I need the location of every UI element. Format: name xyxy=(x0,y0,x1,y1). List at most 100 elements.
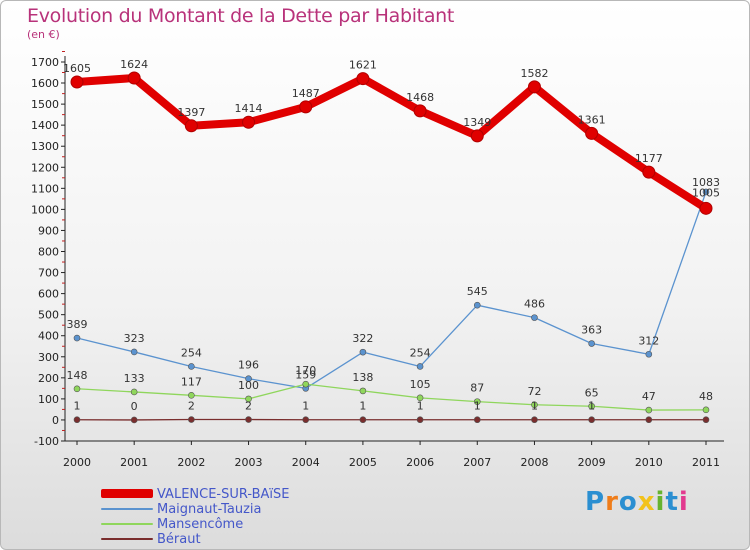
legend-item-beraut: Béraut xyxy=(101,532,361,548)
data-point xyxy=(473,301,481,309)
data-label: 322 xyxy=(352,332,373,345)
data-labels: 1605 1624 1397 1414 1487 1621 1468 1349 1582 1361… xyxy=(63,58,720,413)
data-label: 100 xyxy=(238,379,259,392)
data-label: 2 xyxy=(188,400,195,413)
y-tick-label: 1500 xyxy=(31,98,59,111)
data-point xyxy=(73,334,81,342)
data-label: 323 xyxy=(124,332,145,345)
data-label: 148 xyxy=(67,369,88,382)
data-point xyxy=(245,395,252,403)
logo-letter: o xyxy=(618,487,638,517)
x-tick-label: 2006 xyxy=(406,456,434,469)
y-tick-label: 100 xyxy=(38,393,59,406)
data-point xyxy=(188,416,195,423)
data-label: 1 xyxy=(531,400,538,413)
legend-item-maignaut: Maignaut-Tauzia xyxy=(101,502,361,518)
data-label: 1 xyxy=(359,400,366,413)
data-label: 1468 xyxy=(406,91,434,104)
data-point xyxy=(70,75,84,89)
legend-label: Mansencôme xyxy=(157,517,244,532)
data-point xyxy=(130,348,138,356)
logo-letter: i xyxy=(678,487,689,517)
data-point xyxy=(473,416,481,424)
data-label: 48 xyxy=(699,390,713,403)
data-label: 196 xyxy=(238,359,259,372)
y-tick-label: 500 xyxy=(38,309,59,322)
data-point xyxy=(585,126,599,140)
data-point xyxy=(702,416,710,424)
logo-letter: x xyxy=(637,487,656,517)
data-point xyxy=(359,387,367,395)
y-tick-label: 1600 xyxy=(31,77,59,90)
data-label: 1621 xyxy=(349,59,377,72)
y-tick-label: 1300 xyxy=(31,140,59,153)
data-label: 1 xyxy=(302,400,309,413)
data-label: 545 xyxy=(467,285,488,298)
data-point xyxy=(359,348,367,356)
data-label: 105 xyxy=(410,378,431,391)
data-point xyxy=(645,350,653,358)
legend-swatch xyxy=(101,508,153,510)
x-tick-label: 2009 xyxy=(578,456,606,469)
x-tick-label: 2008 xyxy=(520,456,548,469)
data-label: 1005 xyxy=(692,186,720,199)
data-label: 254 xyxy=(410,346,431,359)
data-label: 312 xyxy=(638,334,659,347)
y-tick-label: 1400 xyxy=(31,119,59,132)
data-label: 170 xyxy=(295,364,316,377)
data-label: 65 xyxy=(585,386,599,399)
data-label: 389 xyxy=(67,318,88,331)
y-tick-label: 300 xyxy=(38,351,59,364)
x-tick-label: 2001 xyxy=(120,456,148,469)
data-point xyxy=(127,71,141,85)
data-point xyxy=(413,104,427,118)
legend-swatch xyxy=(101,523,153,525)
logo-letter: i xyxy=(655,487,666,517)
data-label: 1 xyxy=(474,400,481,413)
data-label: 1083 xyxy=(692,176,720,189)
data-point xyxy=(356,72,370,86)
data-point xyxy=(702,406,710,414)
data-point xyxy=(645,406,653,414)
data-label: 1605 xyxy=(63,62,91,75)
x-tick-label: 2003 xyxy=(235,456,263,469)
data-point xyxy=(416,416,424,424)
y-tick-label: 1000 xyxy=(31,203,59,216)
series-layer xyxy=(70,71,713,424)
legend-label: Maignaut-Tauzia xyxy=(157,502,262,517)
data-point xyxy=(588,416,595,424)
data-label: 1582 xyxy=(520,67,548,80)
data-point xyxy=(645,416,653,424)
data-point xyxy=(527,80,541,94)
data-label: 1177 xyxy=(635,152,663,165)
data-label: 1414 xyxy=(235,102,263,115)
data-point xyxy=(299,100,313,114)
data-label: 363 xyxy=(581,324,602,337)
data-label: 254 xyxy=(181,346,202,359)
x-tick-label: 2002 xyxy=(177,456,205,469)
y-tick-label: 600 xyxy=(38,288,59,301)
data-point xyxy=(416,394,424,402)
data-point xyxy=(188,392,195,399)
data-label: 72 xyxy=(527,385,541,398)
data-point xyxy=(470,129,484,143)
data-point xyxy=(245,375,252,382)
logo-letter: P xyxy=(585,487,606,517)
data-label: 1349 xyxy=(463,116,491,129)
data-point xyxy=(302,380,310,388)
legend: VALENCE-SUR-BAïSE Maignaut-Tauzia Mansen… xyxy=(101,487,361,548)
y-tick-label: 400 xyxy=(38,330,59,343)
data-label: 47 xyxy=(642,390,656,403)
data-point xyxy=(73,385,81,393)
data-point xyxy=(473,398,481,405)
legend-item-valence: VALENCE-SUR-BAïSE xyxy=(101,487,361,503)
data-point xyxy=(702,188,710,196)
data-point xyxy=(188,363,195,370)
data-label: 1 xyxy=(588,400,595,413)
data-label: 1361 xyxy=(578,113,606,126)
legend-swatch xyxy=(101,489,153,498)
y-tick-label: 1700 xyxy=(31,56,59,69)
data-point xyxy=(245,416,252,423)
data-label: 2 xyxy=(245,400,252,413)
